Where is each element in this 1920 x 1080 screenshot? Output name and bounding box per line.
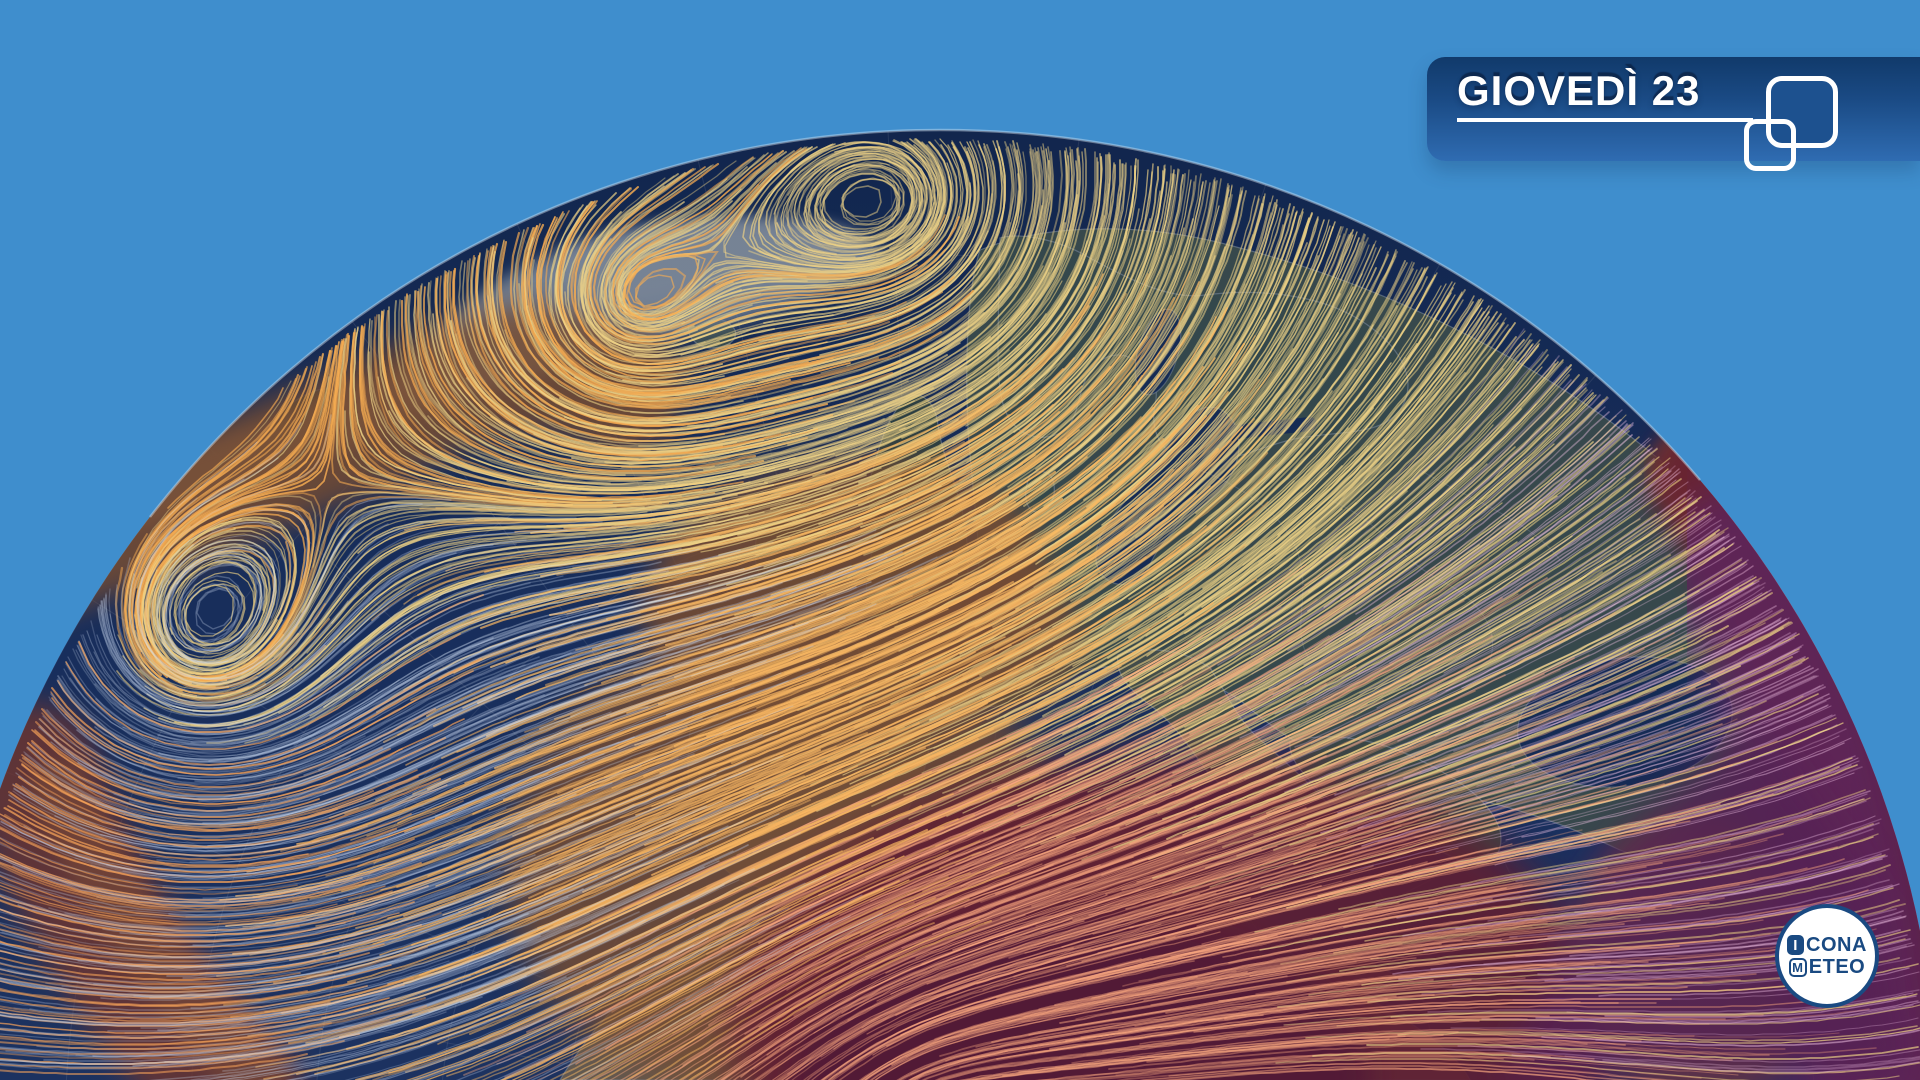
logo-line1-text: CONA xyxy=(1806,934,1867,956)
logo-i-icon: I xyxy=(1787,935,1805,955)
logo-m-icon: M xyxy=(1788,957,1807,977)
banner-square-icon xyxy=(1766,76,1838,148)
date-banner-title: GIOVEDÌ 23 xyxy=(1457,67,1701,114)
banner-underline xyxy=(1457,118,1753,122)
logo-line-2: M ETEO xyxy=(1788,956,1866,978)
date-banner: GIOVEDÌ 23 xyxy=(1427,57,1920,171)
logo-line2-text: ETEO xyxy=(1808,956,1866,978)
icona-meteo-logo: I CONA M ETEO xyxy=(1775,904,1879,1008)
logo-line-1: I CONA xyxy=(1787,934,1867,956)
banner-small-square-icon xyxy=(1744,119,1796,171)
